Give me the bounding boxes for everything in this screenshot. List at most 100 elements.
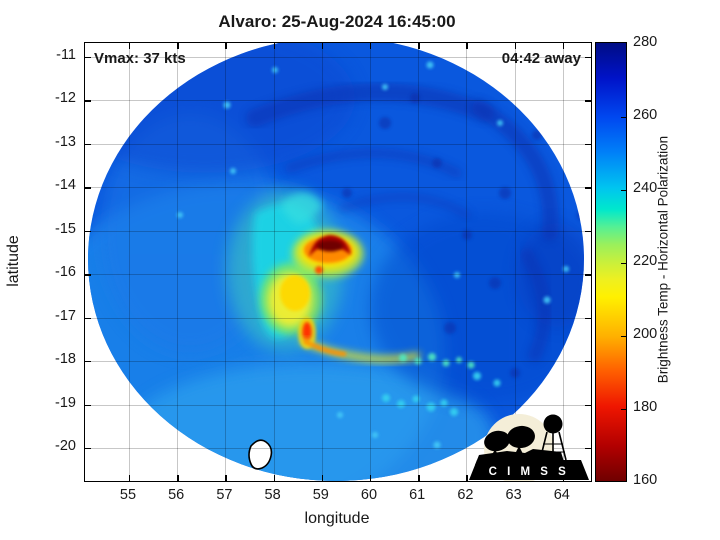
- x-tick-label: 61: [409, 487, 426, 503]
- cimss-logo: C I M S S: [467, 407, 591, 481]
- x-tick-top: [129, 43, 131, 49]
- colorbar-tick-label: 200: [633, 326, 658, 342]
- x-tick-bottom: [225, 475, 227, 481]
- y-tick-right: [585, 187, 591, 189]
- eta-annotation: 04:42 away: [501, 50, 581, 67]
- y-tick-right: [585, 447, 591, 450]
- x-tick-bottom: [370, 475, 372, 481]
- y-tick-right: [585, 317, 591, 320]
- y-tick-label: -20: [55, 437, 76, 454]
- colorbar-tick-label: 240: [633, 180, 658, 196]
- x-tick-top: [370, 43, 372, 49]
- colorbar-tick: [621, 263, 626, 265]
- y-tick-left: [85, 100, 91, 102]
- x-axis-label: longitude: [304, 510, 370, 527]
- grid-line-horizontal: [85, 361, 591, 363]
- logo-text: C I M S S: [489, 466, 570, 478]
- colorbar-tick-label: 280: [633, 34, 658, 50]
- grid-line-horizontal: [85, 143, 591, 145]
- grid-line-horizontal: [85, 447, 591, 449]
- grid-line-vertical: [129, 43, 130, 481]
- grid-line-horizontal: [85, 274, 591, 276]
- x-tick-top: [418, 43, 420, 49]
- grid-line-vertical: [370, 43, 371, 481]
- x-tick-label: 62: [457, 487, 474, 503]
- x-tick-top: [321, 43, 324, 49]
- logo-banner: [469, 460, 589, 480]
- colorbar-tick-label: 260: [633, 107, 658, 123]
- y-tick-label: -19: [55, 394, 76, 411]
- y-tick-label: -17: [55, 307, 76, 324]
- y-tick-label: -11: [56, 47, 76, 63]
- x-tick-bottom: [177, 475, 179, 481]
- colorbar-title: Brightness Temp - Horizontal Polarizatio…: [655, 135, 671, 384]
- grid-line-vertical: [562, 43, 564, 481]
- colorbar-tick: [621, 190, 626, 192]
- x-tick-label: 55: [119, 487, 137, 503]
- satellite-swath-image: [88, 43, 584, 481]
- grid-line-vertical: [273, 43, 275, 481]
- grid-line-vertical: [177, 43, 179, 481]
- colorbar-tick: [621, 336, 626, 338]
- plot-title: Alvaro: 25-Aug-2024 16:45:00: [218, 12, 456, 31]
- grid-line-vertical: [321, 43, 323, 481]
- x-tick-top: [225, 43, 227, 49]
- y-tick-label: -16: [55, 264, 76, 281]
- grid-line-vertical: [514, 43, 516, 481]
- x-tick-bottom: [129, 475, 131, 481]
- x-tick-bottom: [321, 475, 324, 481]
- y-tick-label: -14: [55, 177, 76, 194]
- colorbar-gradient: [596, 43, 626, 481]
- y-tick-right: [585, 230, 591, 233]
- grid-line-horizontal: [85, 100, 591, 102]
- grid-line-vertical: [466, 43, 468, 481]
- y-tick-label: -18: [55, 351, 76, 368]
- grid-line-vertical: [418, 43, 420, 481]
- y-tick-right: [585, 361, 591, 363]
- x-tick-top: [562, 43, 565, 49]
- y-tick-right: [585, 143, 591, 146]
- x-tick-bottom: [418, 475, 420, 481]
- x-tick-label: 58: [264, 487, 281, 503]
- grid-line-horizontal: [85, 230, 591, 232]
- y-tick-left: [85, 57, 91, 59]
- grid-line-vertical: [225, 43, 227, 481]
- x-tick-bottom: [273, 475, 275, 481]
- y-tick-label: -15: [55, 220, 76, 237]
- y-tick-label: -12: [55, 90, 76, 107]
- grid-line-horizontal: [85, 187, 591, 189]
- grid-line-horizontal: [85, 404, 591, 406]
- y-tick-left: [85, 404, 91, 406]
- y-tick-left: [85, 230, 91, 233]
- island-contour: [248, 439, 273, 470]
- vmax-annotation: Vmax: 37 kts: [94, 50, 186, 67]
- grid-line-horizontal: [85, 57, 591, 58]
- x-tick-label: 63: [505, 487, 522, 503]
- y-tick-right: [585, 404, 591, 406]
- x-tick-label: 64: [553, 487, 570, 503]
- y-tick-label: -13: [55, 133, 76, 150]
- x-tick-bottom: [466, 475, 468, 481]
- colorbar-tick-label: 160: [633, 472, 658, 488]
- y-tick-left: [85, 447, 91, 450]
- x-tick-label: 56: [168, 487, 185, 503]
- x-tick-top: [514, 43, 516, 49]
- colorbar-tick-label: 180: [633, 399, 658, 415]
- y-tick-right: [585, 100, 591, 102]
- plot-area: Vmax: 37 kts 04:42 away C I M S S: [84, 42, 592, 482]
- y-tick-left: [85, 317, 91, 320]
- colorbar-tick: [621, 409, 626, 411]
- colorbar: [595, 42, 627, 482]
- x-tick-top: [177, 43, 179, 49]
- x-tick-label: 59: [312, 487, 329, 503]
- y-tick-left: [85, 143, 91, 146]
- x-tick-label: 57: [216, 487, 233, 503]
- water-tower-tank: [543, 414, 563, 434]
- colorbar-tick: [621, 117, 626, 119]
- y-tick-left: [85, 274, 91, 276]
- y-tick-left: [85, 187, 91, 189]
- colorbar-tick-label: 220: [633, 253, 658, 269]
- x-tick-label: 60: [360, 487, 378, 503]
- y-tick-left: [85, 361, 91, 363]
